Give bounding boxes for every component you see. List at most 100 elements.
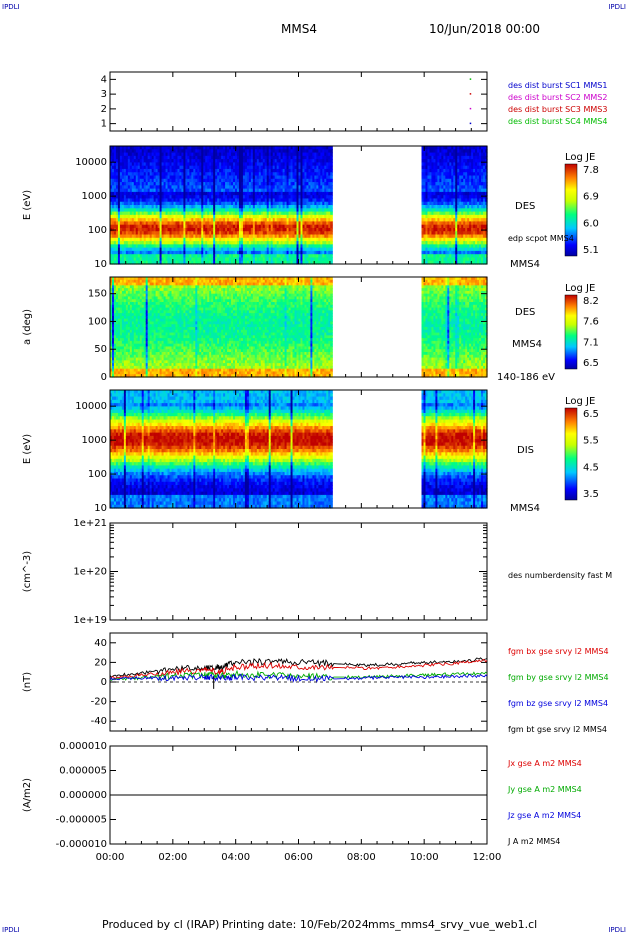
des-energy-cell xyxy=(205,241,208,245)
des-energy-cell xyxy=(431,198,435,203)
des-energy-cell xyxy=(219,195,222,200)
des-energy-cell xyxy=(461,198,464,203)
des-energy-cell xyxy=(175,201,179,206)
des-energy-cell xyxy=(110,182,113,186)
des-energy-cell xyxy=(278,227,282,232)
des-energy-cell xyxy=(270,211,274,216)
des-energy-cell xyxy=(300,218,304,222)
des-energy-cell xyxy=(211,214,214,219)
des-energy-cell xyxy=(187,175,190,180)
des-energy-cell xyxy=(211,152,214,157)
des-energy-cell xyxy=(181,201,185,206)
des-energy-cell xyxy=(151,149,155,154)
des-energy-cell xyxy=(115,168,119,173)
des-energy-cell xyxy=(211,221,214,226)
des-energy-cell xyxy=(149,211,153,216)
des-energy-cell xyxy=(266,224,270,229)
des-energy-cell xyxy=(207,155,210,160)
des-energy-cell xyxy=(270,201,274,206)
des-energy-cell xyxy=(451,155,454,160)
des-energy-cell xyxy=(139,214,143,219)
des-energy-cell xyxy=(238,168,242,173)
des-energy-cell xyxy=(223,168,226,173)
des-energy-cell xyxy=(221,241,224,245)
des-energy-cell xyxy=(246,172,250,177)
des-energy-cell xyxy=(453,237,456,242)
des-energy-cell xyxy=(229,146,232,150)
des-energy-cell xyxy=(463,175,466,180)
des-energy-cell xyxy=(223,149,226,154)
des-energy-cell xyxy=(119,218,123,222)
des-energy-cell xyxy=(252,227,256,232)
des-energy-cell xyxy=(248,234,252,239)
des-energy-cell xyxy=(463,214,466,219)
des-energy-cell xyxy=(421,152,425,157)
des-energy-cell xyxy=(215,178,218,183)
des-energy-cell xyxy=(278,168,282,173)
des-energy-cell xyxy=(268,208,272,213)
des-energy-cell xyxy=(276,214,280,219)
des-energy-cell xyxy=(195,205,198,209)
des-energy-cell xyxy=(306,198,310,203)
des-energy-cell xyxy=(211,260,214,265)
des-energy-cell xyxy=(183,182,186,186)
des-energy-cell xyxy=(270,162,274,167)
des-energy-cell xyxy=(171,152,175,157)
des-energy-cell xyxy=(272,201,276,206)
des-energy-cell xyxy=(461,211,464,216)
des-energy-cell xyxy=(292,221,296,226)
des-energy-cell xyxy=(113,152,117,157)
des-energy-cell xyxy=(320,146,323,150)
des-energy-cell xyxy=(290,241,294,245)
des-energy-cell xyxy=(110,254,113,259)
des-energy-cell xyxy=(427,211,431,216)
des-energy-cell xyxy=(240,260,244,265)
des-energy-cell xyxy=(115,172,119,177)
des-energy-cell xyxy=(449,198,452,203)
des-energy-cell xyxy=(274,191,278,196)
des-energy-cell xyxy=(236,224,240,229)
des-energy-cell xyxy=(286,168,290,173)
des-energy-cell xyxy=(151,234,155,239)
des-energy-cell xyxy=(312,178,315,183)
des-energy-cell xyxy=(246,178,250,183)
des-energy-cell xyxy=(455,165,458,170)
des-energy-cell xyxy=(322,185,325,190)
des-energy-cell xyxy=(300,152,304,157)
des-energy-cell xyxy=(181,185,185,190)
des-energy-cell xyxy=(459,237,462,242)
des-energy-cell xyxy=(211,178,214,183)
des-energy-cell xyxy=(276,191,280,196)
des-energy-cell xyxy=(431,237,435,242)
des-energy-cell xyxy=(328,165,331,170)
des-energy-cell xyxy=(318,221,321,226)
des-energy-cell xyxy=(306,247,310,252)
des-energy-cell xyxy=(298,178,302,183)
des-energy-cell xyxy=(306,185,310,190)
des-energy-cell xyxy=(429,201,433,206)
des-energy-cell xyxy=(304,254,308,259)
des-energy-cell xyxy=(326,208,329,213)
des-energy-cell xyxy=(441,260,444,265)
des-energy-cell xyxy=(236,218,240,222)
des-energy-cell xyxy=(246,250,250,255)
des-energy-cell xyxy=(195,227,198,232)
des-energy-cell xyxy=(254,247,258,252)
des-energy-cell xyxy=(171,214,175,219)
des-energy-cell xyxy=(189,155,192,160)
des-energy-cell xyxy=(163,231,167,236)
des-energy-cell xyxy=(439,165,442,170)
des-energy-cell xyxy=(254,178,258,183)
des-energy-cell xyxy=(189,159,192,163)
des-energy-cell xyxy=(197,195,200,200)
des-energy-cell xyxy=(219,188,222,193)
des-energy-cell xyxy=(197,221,200,226)
des-energy-cell xyxy=(205,168,208,173)
des-energy-cell xyxy=(467,168,470,173)
des-energy-cell xyxy=(157,162,161,167)
des-energy-cell xyxy=(304,208,308,213)
des-energy-cell xyxy=(207,146,210,150)
burst-point xyxy=(469,78,472,80)
des-energy-cell xyxy=(463,195,466,200)
des-energy-cell xyxy=(119,162,123,167)
